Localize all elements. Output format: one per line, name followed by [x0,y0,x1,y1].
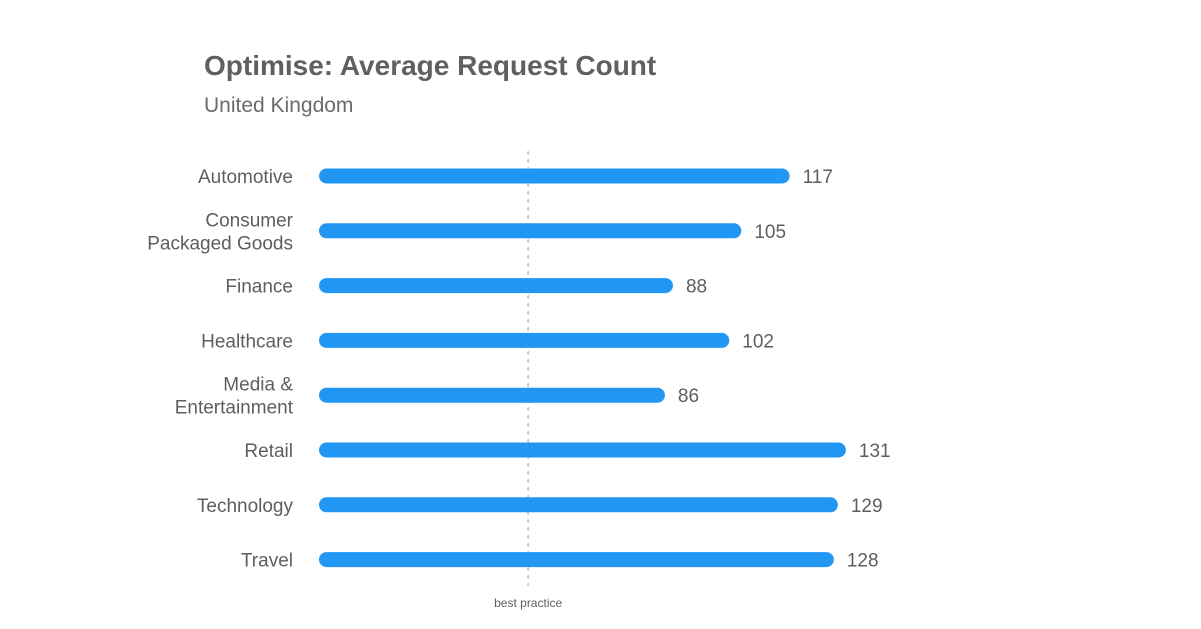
chart-title: Optimise: Average Request Count [204,50,657,81]
value-label: 86 [678,386,699,407]
bar [319,387,665,403]
value-label: 131 [859,441,891,462]
category-label: Technology [197,496,294,517]
value-label: 102 [742,331,774,352]
category-label: Media & Entertainment [175,375,294,419]
value-label: 128 [847,551,879,572]
bar [319,278,673,294]
bar [319,223,742,239]
category-label: Retail [244,441,293,462]
bar [319,552,834,568]
value-label: 88 [686,277,707,298]
category-label: Finance [225,277,293,298]
chart-subtitle: United Kingdom [204,94,354,117]
category-label: Automotive [198,167,293,188]
value-label: 105 [754,222,786,243]
value-label: 129 [851,496,883,517]
category-label: Travel [241,551,293,572]
value-label: 117 [803,167,833,188]
bar [319,442,846,458]
category-label: Consumer Packaged Goods [147,210,293,254]
bar [319,497,838,513]
category-label: Healthcare [201,331,293,352]
bar [319,332,730,348]
best-practice-label: best practice [494,596,562,610]
bar [319,168,790,184]
